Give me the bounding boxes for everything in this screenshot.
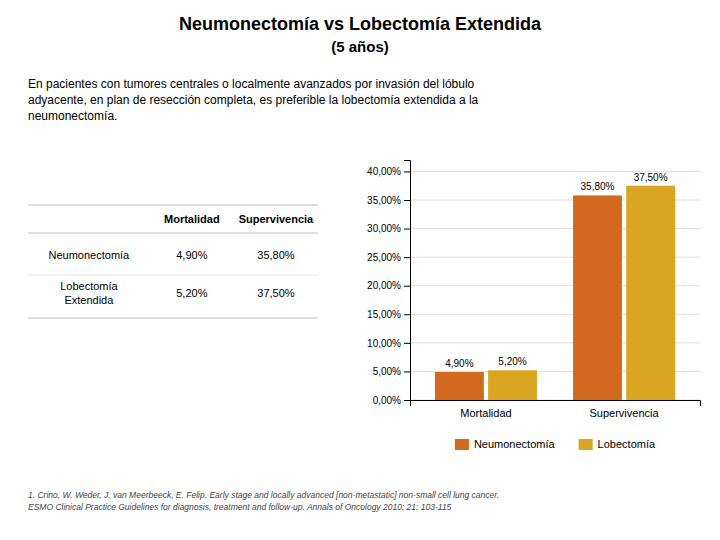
x-tick: Supervivencia bbox=[590, 407, 660, 419]
table-cell: LobectomíaExtendida bbox=[60, 280, 118, 306]
y-tick: 5,00% bbox=[373, 366, 410, 377]
table-cell: 4,90% bbox=[176, 249, 207, 261]
tick-label: Mortalidad bbox=[460, 407, 511, 419]
tick-label: 0,00% bbox=[373, 395, 401, 406]
tick-label: 30,00% bbox=[367, 223, 401, 234]
table-cell: 35,80% bbox=[257, 249, 295, 261]
y-tick: 20,00% bbox=[367, 280, 410, 291]
tick-mark bbox=[404, 286, 410, 287]
x-tick: Mortalidad bbox=[460, 407, 511, 419]
bar bbox=[435, 372, 484, 400]
y-tick: 0,00% bbox=[373, 395, 410, 406]
tick-mark bbox=[404, 314, 410, 315]
tick-mark bbox=[404, 257, 410, 258]
legend-swatch bbox=[579, 439, 593, 450]
table-cell: 5,20% bbox=[176, 287, 207, 299]
table-cell: 37,50% bbox=[257, 287, 295, 299]
table: Mortalidad Supervivencia Neumonectomía 4,90… bbox=[28, 205, 318, 318]
tick-mark bbox=[404, 200, 410, 201]
tick-label: 20,00% bbox=[367, 280, 401, 291]
grid bbox=[410, 171, 700, 400]
bar bbox=[626, 186, 675, 400]
data-label: 5,20% bbox=[498, 356, 526, 367]
tick-label: 5,00% bbox=[373, 366, 401, 377]
axis-line bbox=[411, 401, 701, 407]
table-header: Supervivencia bbox=[239, 213, 314, 225]
tick-label: 15,00% bbox=[367, 309, 401, 320]
table-rule bbox=[28, 205, 318, 206]
title: Neumonectomía vs Lobectomía Extendida(5 … bbox=[179, 14, 542, 55]
annotation: 1. Crino, W. Weder, J. van Meerbeeck, E.… bbox=[28, 490, 499, 512]
table-rule bbox=[28, 318, 318, 319]
tick-mark bbox=[404, 371, 410, 372]
y-tick: 10,00% bbox=[367, 338, 410, 349]
tick-label: 10,00% bbox=[367, 338, 401, 349]
legend-label: Neumonectomía bbox=[474, 438, 556, 450]
bar bbox=[488, 370, 537, 400]
y-axis: 0,00% 5,00% 10,00% 15,00% 20,00% 25,00% 30,00%… bbox=[367, 161, 410, 406]
table-rule bbox=[28, 233, 318, 234]
tick-label: 35,00% bbox=[367, 195, 401, 206]
data-labels: 4,90% 35,80% 5,20% 37,50% bbox=[445, 172, 667, 369]
tick-label: 40,00% bbox=[367, 166, 401, 177]
legend-label: Lobectomía bbox=[598, 438, 656, 450]
axis-line bbox=[404, 161, 411, 401]
subtitle: En pacientes con tumores centrales o loc… bbox=[28, 77, 479, 123]
data-label: 35,80% bbox=[581, 181, 615, 192]
tick-mark bbox=[404, 400, 410, 401]
data-label: 37,50% bbox=[634, 172, 668, 183]
tick-label: 25,00% bbox=[367, 252, 401, 263]
data-label: 4,90% bbox=[445, 358, 473, 369]
bar bbox=[573, 195, 622, 400]
y-tick: 15,00% bbox=[367, 309, 410, 320]
x-axis: Mortalidad Supervivencia bbox=[411, 401, 701, 419]
tick-label: Supervivencia bbox=[590, 407, 660, 419]
legend-swatch bbox=[455, 439, 469, 450]
y-tick: 30,00% bbox=[367, 223, 410, 234]
table-cell: Neumonectomía bbox=[49, 249, 131, 261]
y-tick: 25,00% bbox=[367, 252, 410, 263]
table-header: Mortalidad bbox=[164, 213, 220, 225]
tick-mark bbox=[404, 229, 410, 230]
tick-mark bbox=[404, 343, 410, 344]
legend-item: Lobectomía bbox=[579, 438, 656, 450]
table-rule bbox=[28, 275, 318, 276]
y-tick: 35,00% bbox=[367, 195, 410, 206]
chart: Neumonectomía vs Lobectomía Extendida(5 … bbox=[0, 0, 720, 540]
y-tick: 40,00% bbox=[367, 166, 410, 177]
legend: Neumonectomía Lobectomía bbox=[455, 438, 656, 450]
legend-item: Neumonectomía bbox=[455, 438, 556, 450]
tick-mark bbox=[404, 171, 410, 172]
bars bbox=[435, 186, 675, 400]
